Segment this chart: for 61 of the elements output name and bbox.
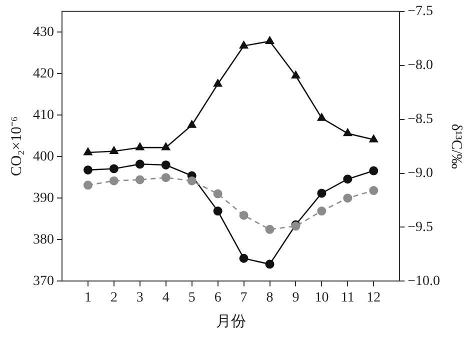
y-tick-label: 390 [33, 190, 54, 206]
x-tick-label: 4 [162, 290, 170, 306]
point [264, 36, 275, 44]
point [135, 175, 144, 184]
point [316, 112, 326, 121]
x-tick-label: 8 [266, 290, 274, 306]
y-tick-label: 400 [33, 149, 54, 164]
point [187, 120, 197, 128]
point [213, 206, 222, 216]
y2-tick-label: −9.0 [408, 166, 434, 181]
point [290, 70, 300, 78]
point [161, 173, 170, 182]
x-tick-label: 11 [340, 290, 354, 306]
x-tick-label: 5 [188, 290, 196, 306]
point [135, 160, 144, 169]
point [83, 147, 93, 156]
y-axis-title: CO₂×10⁻⁶ [8, 116, 25, 176]
y2-tick-label: −7.5 [408, 4, 434, 20]
point [369, 166, 378, 176]
x-tick-label: 1 [84, 290, 92, 306]
x-tick-label: 7 [240, 290, 248, 306]
x-tick-label: 6 [214, 290, 222, 306]
point [265, 260, 274, 269]
point [239, 254, 248, 263]
x-tick-label: 2 [110, 290, 118, 306]
point [213, 189, 222, 198]
point [317, 188, 326, 198]
point [187, 176, 196, 186]
point [342, 128, 352, 136]
y2-tick-label: −8.5 [408, 112, 434, 127]
point [161, 142, 171, 150]
x-tick-label: 3 [136, 290, 144, 306]
point [239, 40, 249, 49]
point [161, 160, 170, 170]
y2-tick-label: −8.0 [408, 58, 434, 74]
x-tick-label: 9 [292, 290, 300, 306]
point [368, 134, 378, 142]
y-tick-label: 420 [33, 66, 54, 82]
y-tick-label: 370 [33, 274, 54, 289]
x-axis-title: 月份 [216, 314, 246, 330]
point [109, 146, 119, 154]
point [109, 164, 118, 174]
y2-axis-title: δ¹³C/‰ [448, 124, 464, 169]
point [239, 210, 248, 220]
point [369, 186, 378, 196]
point [213, 78, 223, 87]
point [83, 180, 92, 190]
y2-tick-label: −9.5 [408, 220, 434, 235]
point [109, 176, 118, 186]
point [343, 194, 352, 203]
y-tick-label: 410 [33, 108, 54, 123]
y-tick-label: 380 [33, 232, 54, 248]
point [317, 206, 326, 216]
x-tick-label: 12 [366, 290, 381, 306]
point [343, 174, 352, 184]
x-tick-label: 10 [314, 290, 329, 306]
point [265, 224, 274, 234]
point [135, 142, 145, 150]
point [83, 165, 92, 174]
y2-tick-label: −10.0 [408, 274, 440, 289]
y-tick-label: 430 [33, 24, 54, 40]
